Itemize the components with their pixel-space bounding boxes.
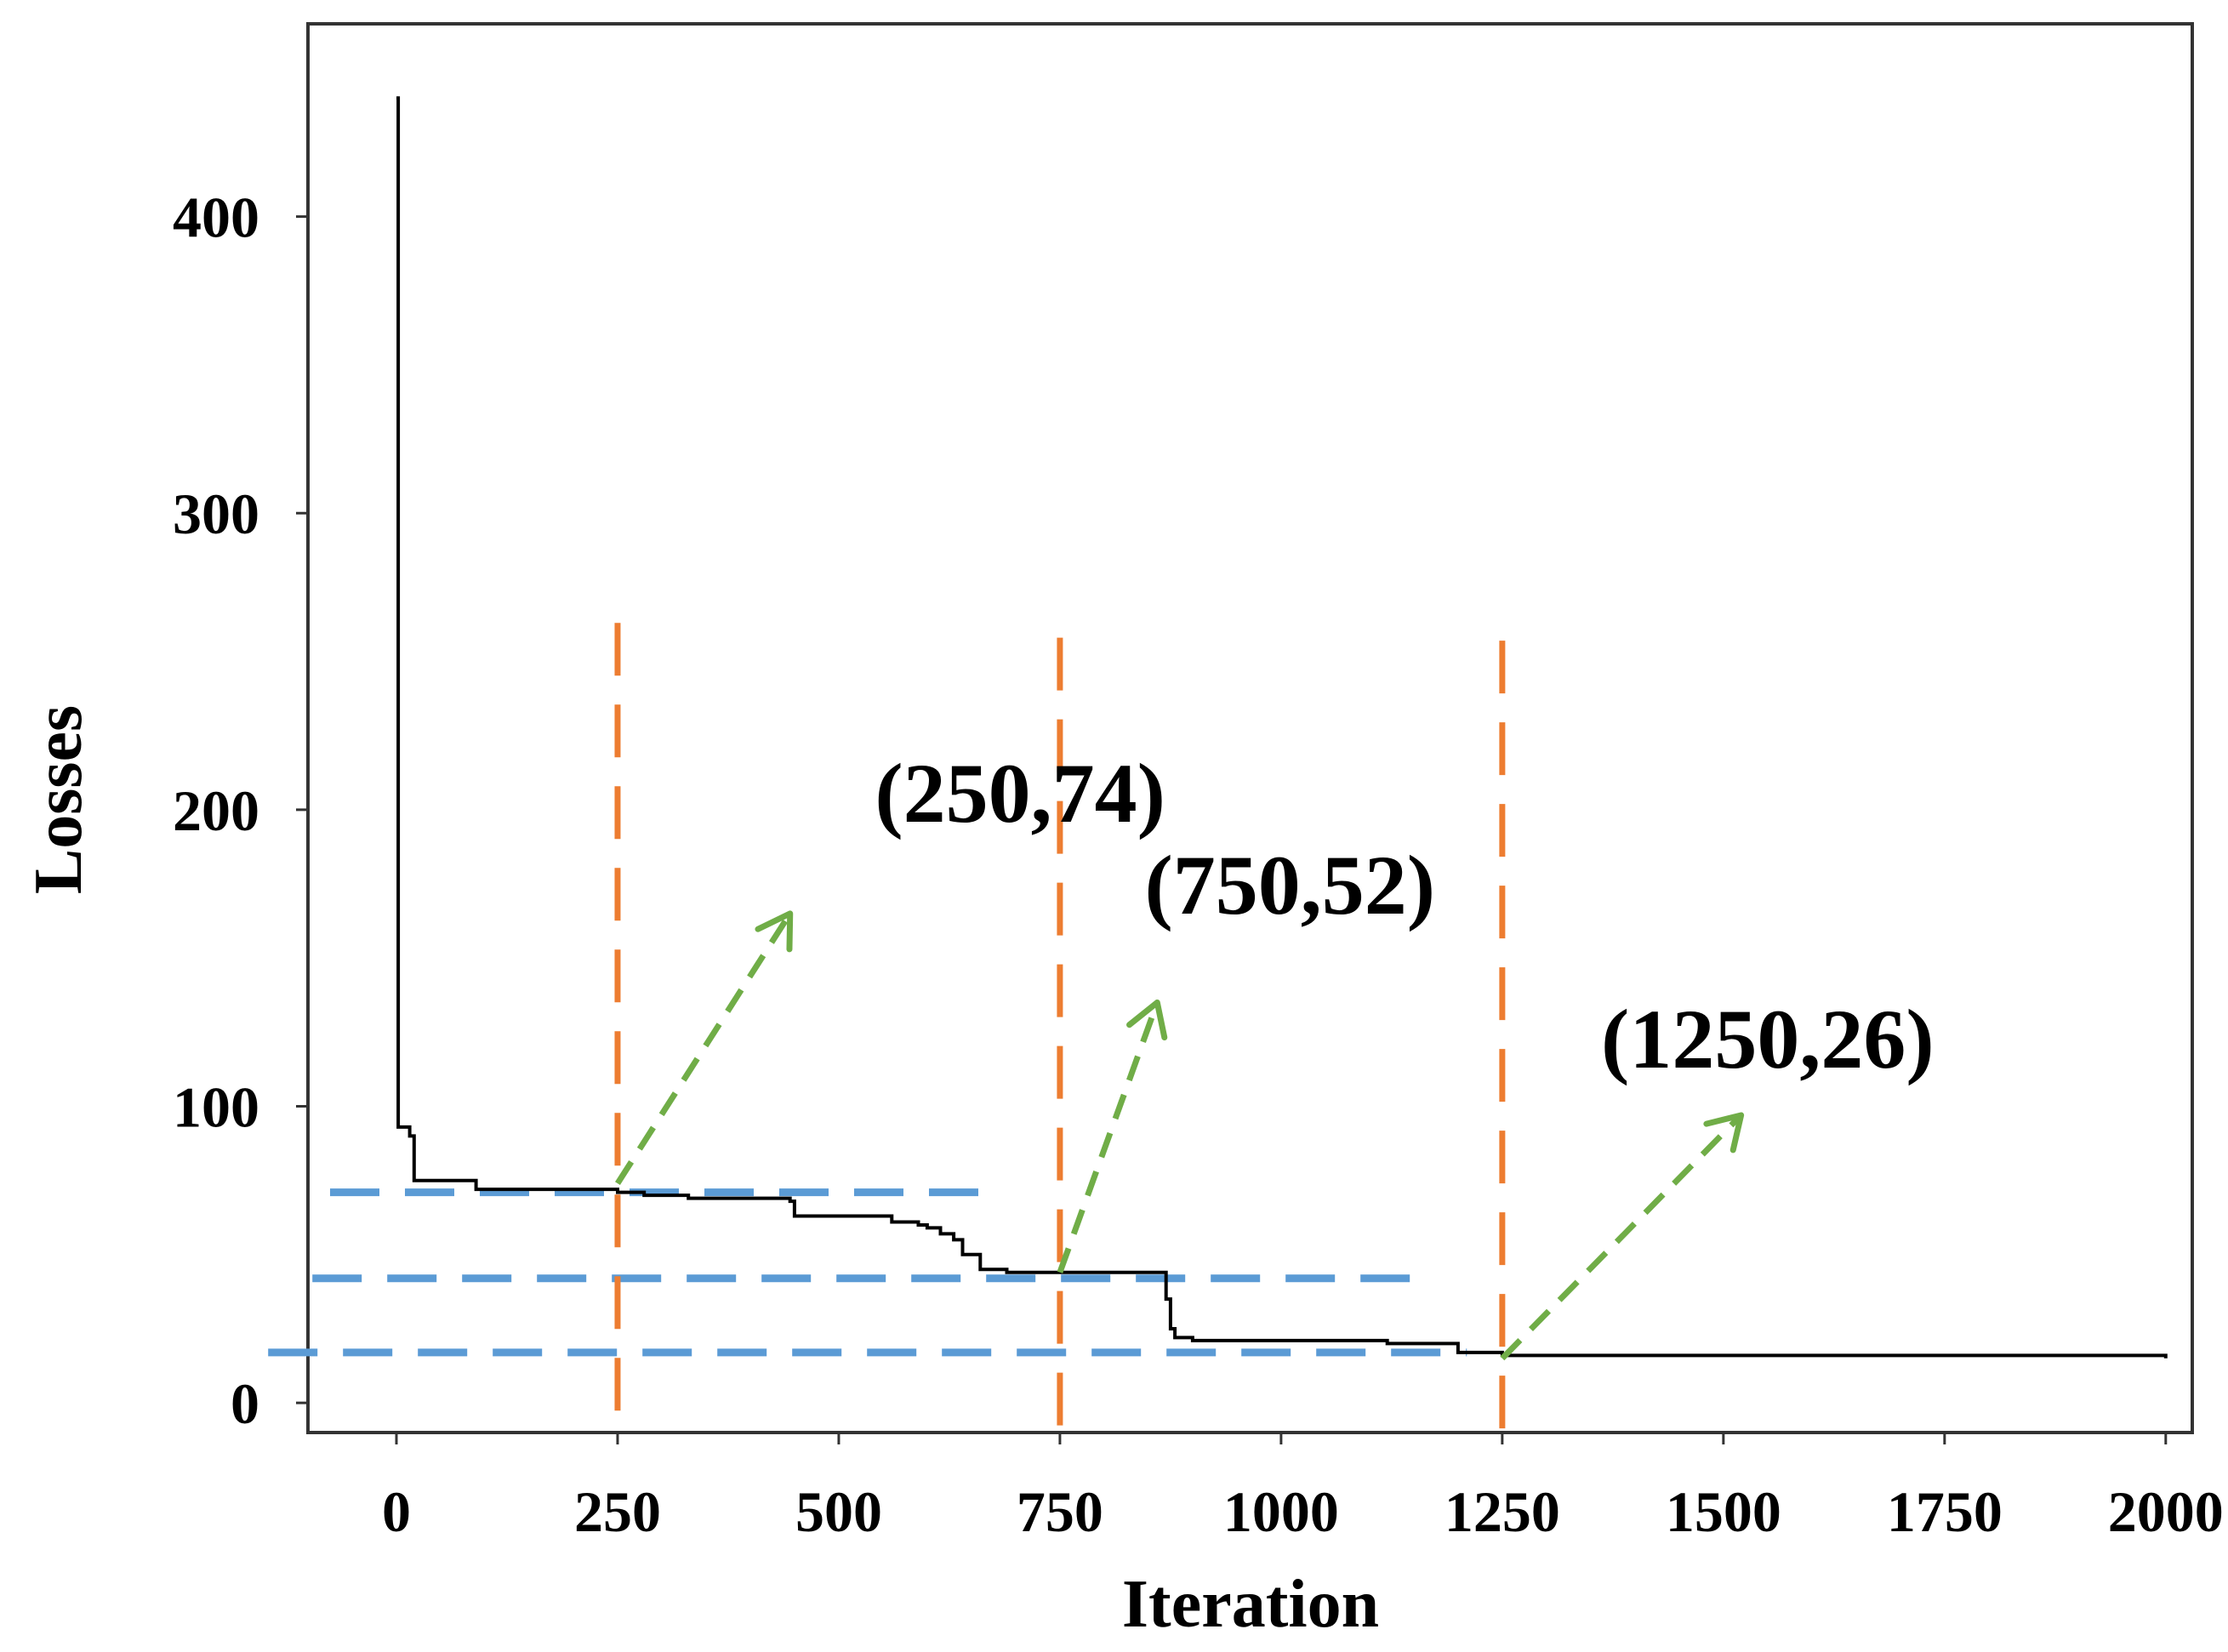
annotations-group: (250,74)(750,52) (1250,26) <box>615 746 1935 1361</box>
y-axis-label: Losses <box>21 705 96 894</box>
annotation-label: (1250,26) <box>1601 992 1935 1086</box>
x-tick-label: 1250 <box>1444 1479 1560 1544</box>
x-tick-label: 1500 <box>1666 1479 1781 1544</box>
annotation-arrow-head <box>1703 1112 1745 1154</box>
annotation-arrow-shaft <box>1057 1001 1160 1273</box>
x-tick-label: 0 <box>382 1479 411 1544</box>
x-tick-label: 2000 <box>2108 1479 2224 1544</box>
x-tick-label: 1000 <box>1223 1479 1339 1544</box>
reference-lines <box>268 623 1506 1433</box>
annotation-label: (750,52) <box>1144 838 1435 932</box>
y-tick-label: 100 <box>173 1075 259 1140</box>
y-tick-label: 200 <box>173 778 259 843</box>
annotation-label: (250,74) <box>875 746 1165 840</box>
y-tick-label: 300 <box>173 481 259 546</box>
x-tick-label: 750 <box>1017 1479 1103 1544</box>
annotation-arrow-head <box>755 910 794 953</box>
y-tick-label: 0 <box>231 1371 259 1436</box>
annotation-arrow-head <box>1126 999 1168 1041</box>
x-tick-label: 500 <box>795 1479 882 1544</box>
x-tick-label: 250 <box>574 1479 661 1544</box>
plot-frame <box>306 22 2194 1434</box>
x-tick-label: 1750 <box>1887 1479 2003 1544</box>
annotation-arrow-shaft <box>615 912 793 1186</box>
x-axis-label: Iteration <box>1122 1567 1379 1642</box>
series-group <box>396 96 2168 1359</box>
axes-group: 0 250 500 750 1000 1250 1500 1750 2000 0 100 200 300… <box>173 185 2224 1544</box>
y-tick-label: 400 <box>173 185 259 250</box>
loss-series-line <box>396 96 2168 1359</box>
annotation-arrow-shaft <box>1500 1113 1744 1361</box>
